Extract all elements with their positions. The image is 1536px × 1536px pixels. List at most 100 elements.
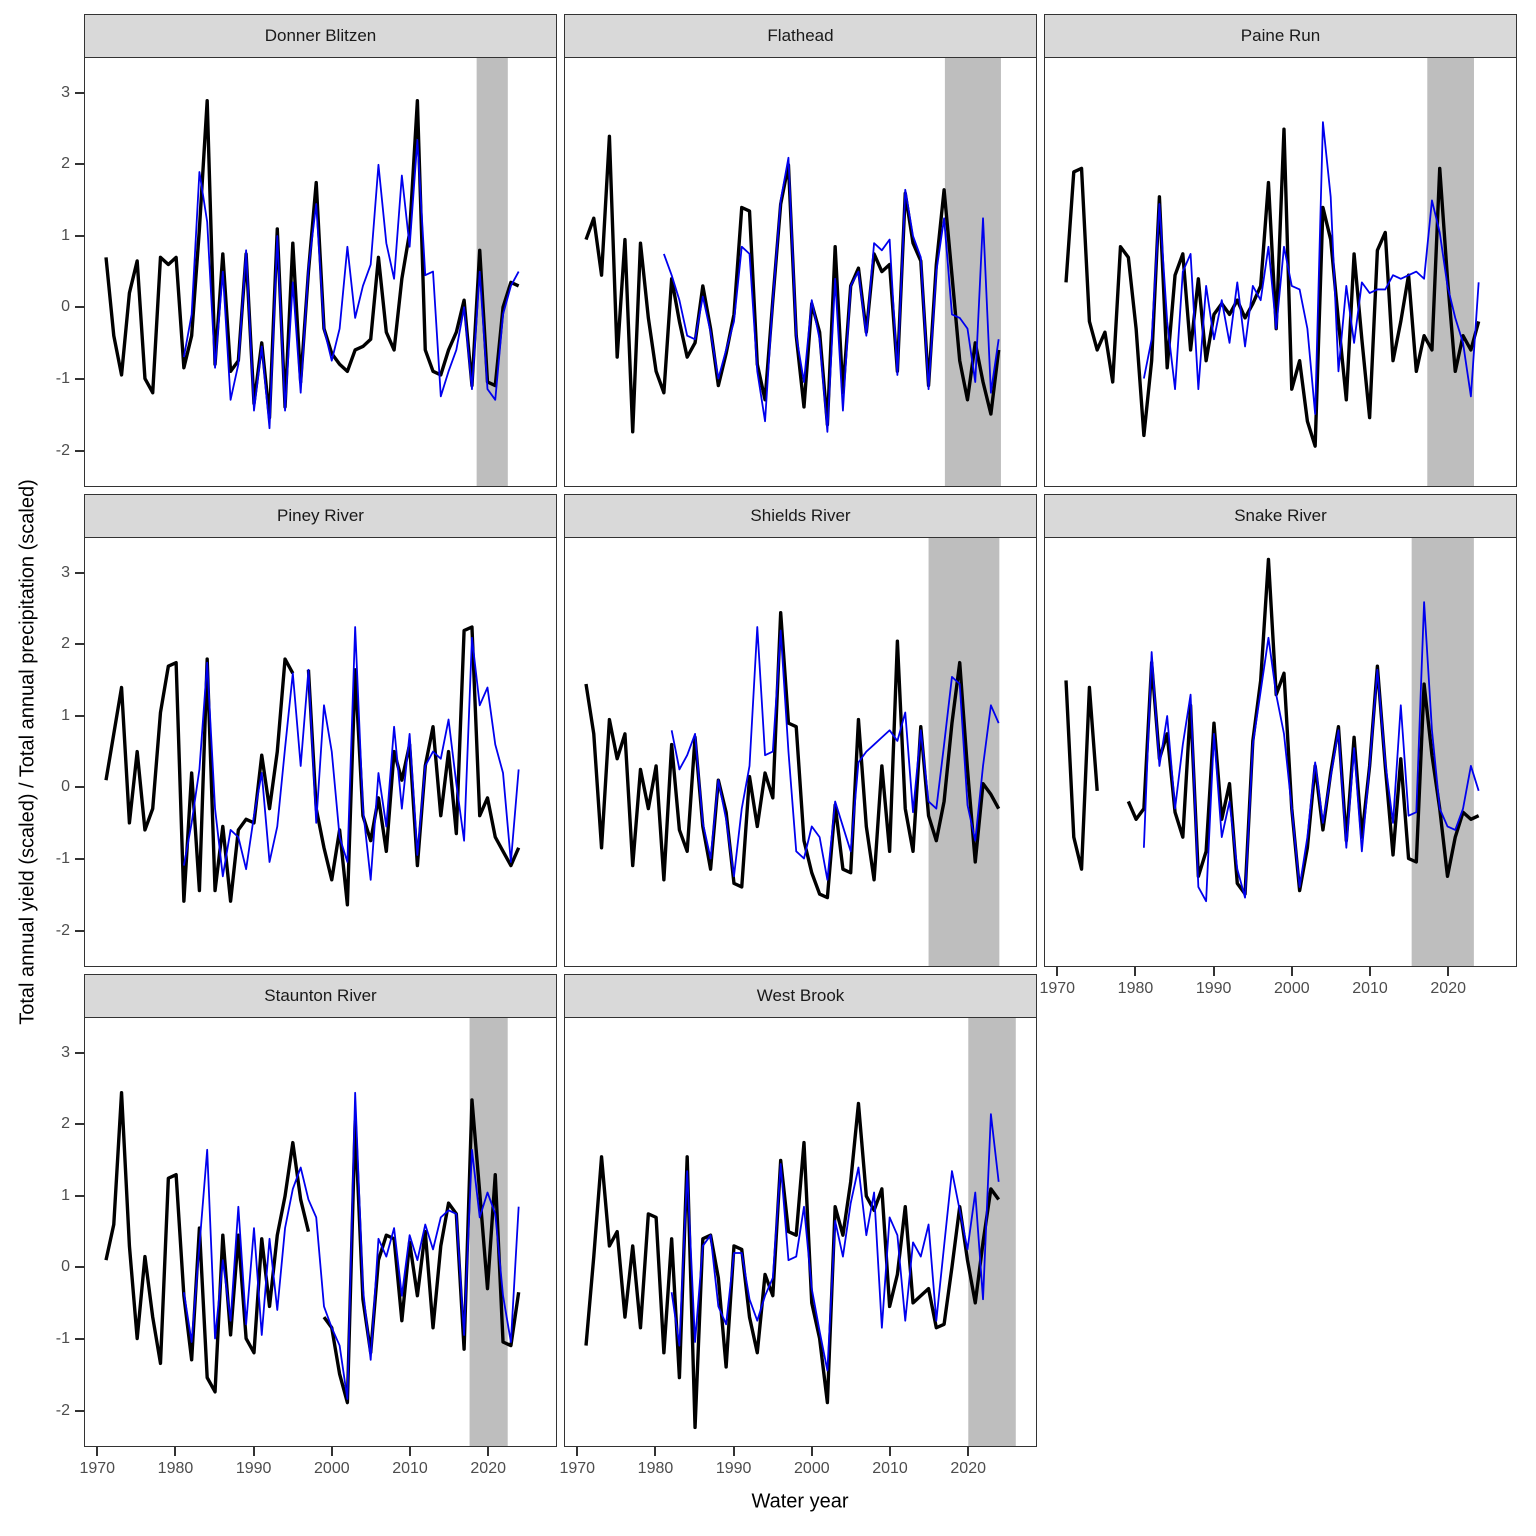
x-tick-mark [330, 1447, 333, 1456]
panel-donner-blitzen: Donner Blitzen [84, 14, 557, 487]
x-tick-mark [576, 1447, 579, 1456]
y-tick-mark [75, 786, 84, 789]
y-tick-label: 2 [61, 635, 70, 653]
y-tick-label: 3 [61, 1043, 70, 1061]
panel-plot-area [564, 1017, 1037, 1447]
yield-line [322, 1098, 521, 1405]
x-axis-title: Water year [751, 1490, 849, 1513]
x-tick-label: 2010 [872, 1460, 908, 1477]
y-tick-label: 1 [61, 706, 70, 724]
precipitation-line [663, 156, 1000, 433]
yield-line [584, 611, 1001, 900]
x-tick-label: 2020 [1430, 980, 1466, 997]
x-tick-mark [967, 1447, 970, 1456]
y-tick-mark [75, 449, 84, 452]
precipitation-line [182, 1091, 520, 1400]
y-tick-mark [75, 1051, 84, 1054]
panel-plot-area [1044, 537, 1517, 967]
y-tick-label: 0 [61, 1258, 70, 1276]
precipitation-line [1142, 601, 1480, 903]
precipitation-line [1143, 121, 1480, 415]
panel-chart-svg [104, 1018, 521, 1446]
panel-paine-run: Paine Run [1044, 14, 1517, 487]
precipitation-line [182, 139, 520, 430]
panel-plot-area [1044, 57, 1517, 487]
y-tick-label: 3 [61, 83, 70, 101]
y-tick-label: 1 [61, 1186, 70, 1204]
x-tick-label: 1990 [1195, 980, 1232, 997]
y-tick-mark [75, 857, 84, 860]
x-tick-mark [654, 1447, 657, 1456]
yield-line [584, 134, 1001, 434]
yield-line [1064, 680, 1099, 871]
panel-chart-svg [104, 625, 521, 907]
precipitation-line [670, 1113, 1000, 1372]
panel-title: Paine Run [1240, 26, 1321, 45]
x-tick-label: 1980 [157, 1460, 194, 1477]
panel-strip: West Brook [564, 974, 1037, 1017]
y-tick-mark [75, 91, 84, 94]
panel-strip: Flathead [564, 14, 1037, 57]
x-tick-mark [1290, 967, 1293, 976]
yield-line [584, 1101, 1001, 1430]
x-tick-label: 1990 [715, 1460, 752, 1477]
panel-title: Staunton River [264, 986, 377, 1005]
panel-title: Flathead [767, 26, 834, 45]
x-tick-label: 2020 [470, 1460, 506, 1477]
x-tick-mark [487, 1447, 490, 1456]
x-tick-label: 1980 [1117, 980, 1154, 997]
y-tick-mark [75, 234, 84, 237]
panel-staunton-river: Staunton River [84, 974, 557, 1447]
y-tick-label: -2 [55, 441, 70, 459]
panel-strip: Shields River [564, 494, 1037, 537]
panel-chart-svg [584, 1018, 1016, 1446]
x-tick-mark [889, 1447, 892, 1456]
y-tick-mark [75, 1194, 84, 1197]
y-tick-mark [75, 1337, 84, 1340]
y-tick-mark [75, 714, 84, 717]
panel-west-brook: West Brook [564, 974, 1037, 1447]
y-tick-mark [75, 1266, 84, 1269]
y-tick-mark [75, 163, 84, 166]
shaded-band [968, 1018, 1016, 1446]
panel-plot-area [84, 57, 557, 487]
x-tick-label: 1970 [559, 1460, 596, 1477]
y-tick-mark [75, 1409, 84, 1412]
y-tick-label: -2 [55, 1401, 70, 1419]
y-tick-mark [75, 306, 84, 309]
y-tick-label: -1 [55, 849, 70, 867]
y-tick-label: 0 [61, 298, 70, 316]
x-tick-label: 1970 [1039, 980, 1076, 997]
panel-strip: Staunton River [84, 974, 557, 1017]
x-tick-mark [1056, 967, 1059, 976]
yield-line [104, 99, 520, 420]
panel-strip: Snake River [1044, 494, 1517, 537]
y-tick-label: 0 [61, 778, 70, 796]
x-tick-mark [409, 1447, 412, 1456]
panel-title: Donner Blitzen [264, 26, 377, 45]
y-tick-mark [75, 929, 84, 932]
shaded-band [469, 1018, 508, 1446]
panel-plot-area [84, 1017, 557, 1447]
panel-snake-river: Snake River [1044, 494, 1517, 967]
panel-plot-area [564, 57, 1037, 487]
y-tick-label: -1 [55, 1329, 70, 1347]
y-tick-mark [75, 571, 84, 574]
x-tick-label: 2010 [1352, 980, 1388, 997]
panel-chart-svg [584, 58, 1001, 486]
y-tick-mark [75, 1123, 84, 1126]
yield-line [1126, 557, 1480, 896]
x-tick-mark [732, 1447, 735, 1456]
x-tick-label: 2010 [392, 1460, 428, 1477]
panel-flathead: Flathead [564, 14, 1037, 487]
yield-line [104, 657, 295, 903]
x-tick-label: 1990 [235, 1460, 272, 1477]
panel-chart-svg [104, 58, 520, 486]
panel-chart-svg [1064, 538, 1480, 966]
x-tick-label: 2020 [950, 1460, 986, 1477]
panel-title: Shields River [750, 506, 851, 525]
y-tick-label: 2 [61, 155, 70, 173]
x-tick-mark [96, 1447, 99, 1456]
x-tick-mark [1134, 967, 1137, 976]
